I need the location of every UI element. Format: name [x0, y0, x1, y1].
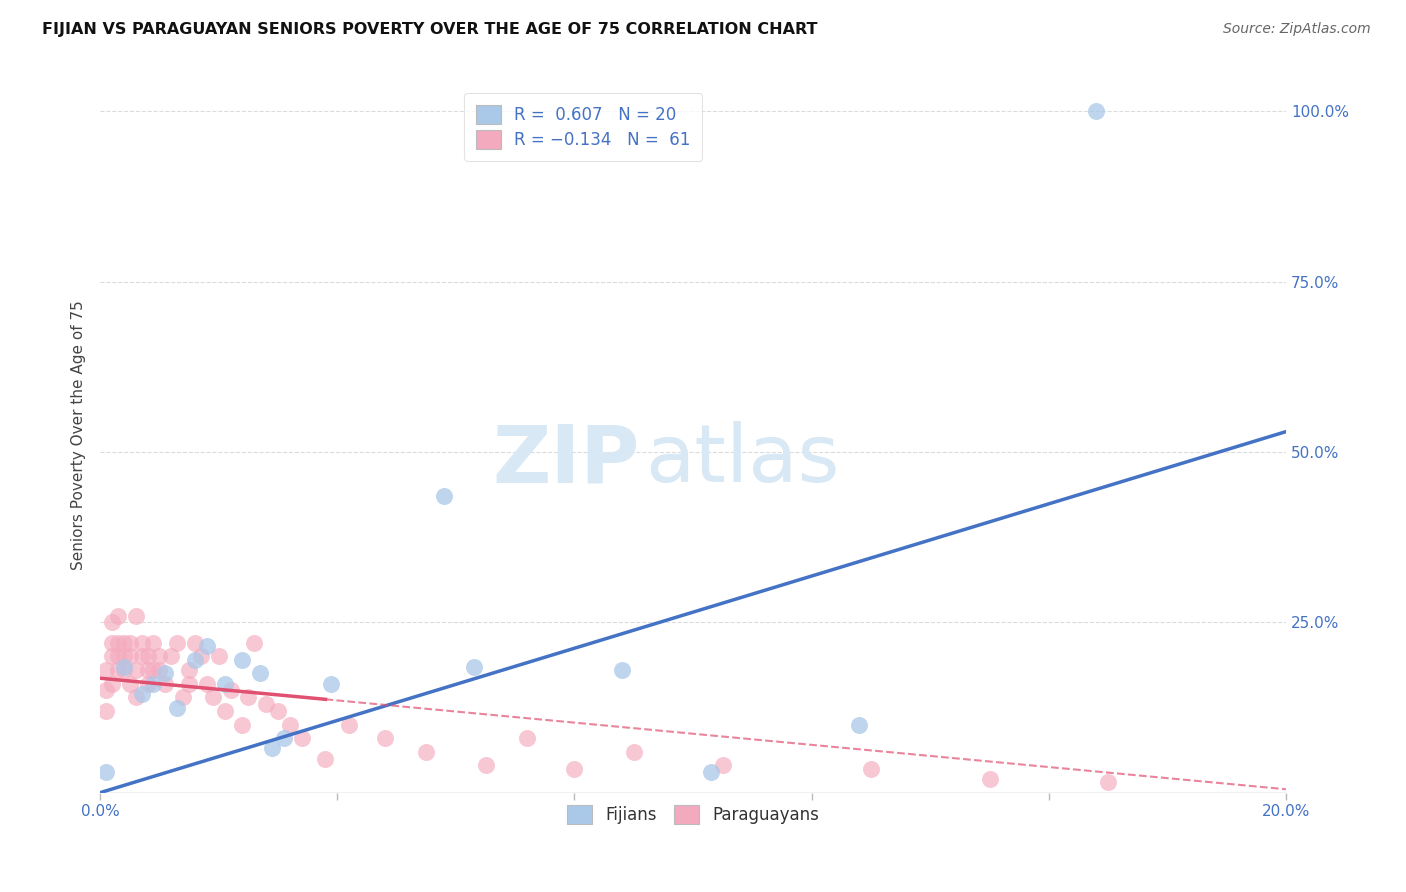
Point: [219, 683, 242, 698]
Point: [172, 690, 194, 705]
Point: [249, 666, 271, 681]
Text: Source: ZipAtlas.com: Source: ZipAtlas.com: [1223, 22, 1371, 37]
Point: [314, 751, 336, 765]
Legend: Fijians, Paraguayans: Fijians, Paraguayans: [557, 795, 830, 834]
Point: [415, 745, 437, 759]
Point: [1097, 775, 1119, 789]
Point: [201, 690, 224, 705]
Point: [177, 663, 200, 677]
Point: [125, 663, 148, 677]
Point: [291, 731, 314, 746]
Point: [463, 659, 485, 673]
Point: [166, 700, 188, 714]
Point: [610, 663, 633, 677]
Point: [214, 704, 236, 718]
Point: [107, 608, 129, 623]
Point: [118, 636, 141, 650]
Point: [238, 690, 260, 705]
Point: [184, 653, 207, 667]
Point: [195, 676, 218, 690]
Point: [112, 636, 135, 650]
Point: [184, 636, 207, 650]
Point: [273, 731, 295, 746]
Point: [190, 649, 212, 664]
Y-axis label: Seniors Poverty Over the Age of 75: Seniors Poverty Over the Age of 75: [72, 301, 86, 570]
Point: [107, 649, 129, 664]
Point: [278, 717, 301, 731]
Point: [148, 663, 170, 677]
Point: [131, 649, 153, 664]
Point: [231, 653, 253, 667]
Point: [262, 741, 284, 756]
Text: atlas: atlas: [645, 421, 839, 500]
Point: [700, 765, 723, 780]
Point: [101, 636, 124, 650]
Text: FIJIAN VS PARAGUAYAN SENIORS POVERTY OVER THE AGE OF 75 CORRELATION CHART: FIJIAN VS PARAGUAYAN SENIORS POVERTY OVE…: [42, 22, 818, 37]
Point: [136, 676, 159, 690]
Point: [125, 608, 148, 623]
Point: [155, 676, 177, 690]
Point: [160, 649, 183, 664]
Point: [474, 758, 496, 772]
Point: [321, 676, 343, 690]
Point: [136, 649, 159, 664]
Point: [711, 758, 734, 772]
Point: [142, 676, 165, 690]
Point: [148, 649, 170, 664]
Point: [112, 659, 135, 673]
Text: ZIP: ZIP: [492, 421, 640, 500]
Point: [131, 636, 153, 650]
Point: [195, 639, 218, 653]
Point: [101, 676, 124, 690]
Point: [243, 636, 266, 650]
Point: [94, 683, 117, 698]
Point: [177, 676, 200, 690]
Point: [118, 649, 141, 664]
Point: [564, 762, 586, 776]
Point: [1085, 104, 1108, 119]
Point: [374, 731, 396, 746]
Point: [107, 663, 129, 677]
Point: [94, 704, 117, 718]
Point: [142, 663, 165, 677]
Point: [337, 717, 360, 731]
Point: [155, 666, 177, 681]
Point: [267, 704, 290, 718]
Point: [254, 697, 277, 711]
Point: [516, 731, 538, 746]
Point: [166, 636, 188, 650]
Point: [208, 649, 231, 664]
Point: [112, 649, 135, 664]
Point: [107, 636, 129, 650]
Point: [142, 636, 165, 650]
Point: [136, 663, 159, 677]
Point: [101, 649, 124, 664]
Point: [848, 717, 870, 731]
Point: [623, 745, 645, 759]
Point: [231, 717, 253, 731]
Point: [214, 676, 236, 690]
Point: [433, 489, 456, 503]
Point: [131, 687, 153, 701]
Point: [979, 772, 1001, 786]
Point: [112, 663, 135, 677]
Point: [125, 690, 148, 705]
Point: [859, 762, 882, 776]
Point: [101, 615, 124, 630]
Point: [94, 663, 117, 677]
Point: [94, 765, 117, 780]
Point: [118, 676, 141, 690]
